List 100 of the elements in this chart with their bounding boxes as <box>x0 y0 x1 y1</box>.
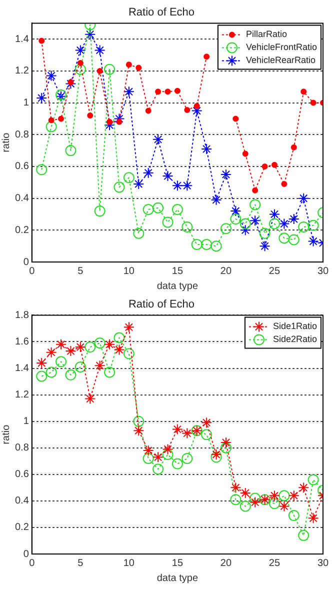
point <box>133 416 144 427</box>
legend-label: Side1Ratio <box>272 321 317 332</box>
point <box>84 28 96 40</box>
point <box>242 150 248 157</box>
point <box>220 168 232 180</box>
point <box>182 221 193 232</box>
point <box>142 204 154 215</box>
point <box>240 224 251 236</box>
point <box>152 464 164 475</box>
point <box>172 458 183 470</box>
point <box>240 218 251 230</box>
x-tick-label: 30 <box>317 266 329 277</box>
point <box>308 512 319 524</box>
point <box>94 206 106 217</box>
point <box>201 143 212 154</box>
x-tick-label: 25 <box>268 266 280 277</box>
point <box>278 500 290 512</box>
point <box>268 208 280 220</box>
point <box>162 444 174 455</box>
point <box>300 88 307 95</box>
point <box>56 356 67 368</box>
y-tick-label: 0.2 <box>14 522 30 534</box>
point <box>230 206 242 217</box>
point <box>268 498 280 510</box>
point <box>106 118 113 125</box>
point <box>210 194 222 206</box>
point <box>201 238 212 250</box>
point <box>56 338 67 350</box>
point <box>133 178 144 190</box>
point <box>252 187 258 194</box>
x-tick-label: 15 <box>172 266 184 277</box>
point <box>298 221 310 232</box>
point <box>65 346 76 357</box>
point <box>114 182 125 193</box>
x-tick-label: 25 <box>268 558 280 569</box>
point <box>220 442 232 454</box>
point <box>123 322 134 333</box>
point <box>164 88 171 95</box>
point <box>38 38 45 44</box>
point <box>74 64 86 75</box>
y-tick-label: 0.8 <box>14 442 30 454</box>
point <box>278 232 290 244</box>
point <box>271 162 278 168</box>
y-tick-label: 0.2 <box>14 224 30 236</box>
point <box>46 346 57 358</box>
point <box>240 500 251 512</box>
point <box>36 370 48 382</box>
point <box>94 360 106 372</box>
point <box>308 236 319 247</box>
y-tick-label: 0.4 <box>14 496 30 507</box>
point <box>84 342 96 353</box>
point <box>142 452 154 464</box>
point <box>210 240 222 252</box>
point <box>298 482 310 494</box>
point <box>191 238 202 250</box>
point <box>220 437 232 448</box>
point <box>162 170 174 182</box>
point <box>210 449 222 460</box>
point <box>262 163 268 170</box>
point <box>46 70 57 82</box>
point <box>77 60 84 66</box>
point <box>182 180 193 192</box>
point <box>298 192 310 204</box>
y-tick-label: 1 <box>23 416 30 428</box>
point <box>288 234 300 246</box>
point <box>133 425 144 436</box>
point <box>96 68 103 74</box>
point <box>182 452 193 464</box>
point <box>94 338 106 349</box>
x-tick-label: 10 <box>123 266 135 277</box>
point <box>232 116 239 122</box>
point <box>123 348 134 360</box>
x-tick-label: 15 <box>172 558 184 569</box>
point <box>162 449 174 460</box>
point <box>114 113 125 124</box>
point <box>74 44 86 56</box>
point <box>288 214 300 225</box>
point <box>259 228 270 239</box>
y-tick-label: 0.8 <box>14 129 30 140</box>
point <box>210 452 222 463</box>
y-tick-label: 1.4 <box>14 34 30 45</box>
point <box>259 240 270 252</box>
point <box>278 490 290 502</box>
point <box>116 118 122 125</box>
y-tick-label: 1.8 <box>14 310 30 321</box>
point <box>46 366 57 378</box>
point <box>288 490 300 502</box>
point <box>230 214 242 225</box>
point <box>191 105 202 116</box>
point <box>184 106 190 113</box>
point <box>268 490 280 502</box>
point <box>298 530 310 541</box>
point <box>240 487 251 498</box>
y-axis-title: ratio <box>0 132 12 152</box>
point <box>194 102 200 109</box>
point <box>104 64 116 75</box>
point <box>104 366 116 378</box>
y-tick-label: 0.4 <box>14 193 30 204</box>
chart-title: Ratio of Echo <box>128 6 195 19</box>
point <box>104 120 116 131</box>
